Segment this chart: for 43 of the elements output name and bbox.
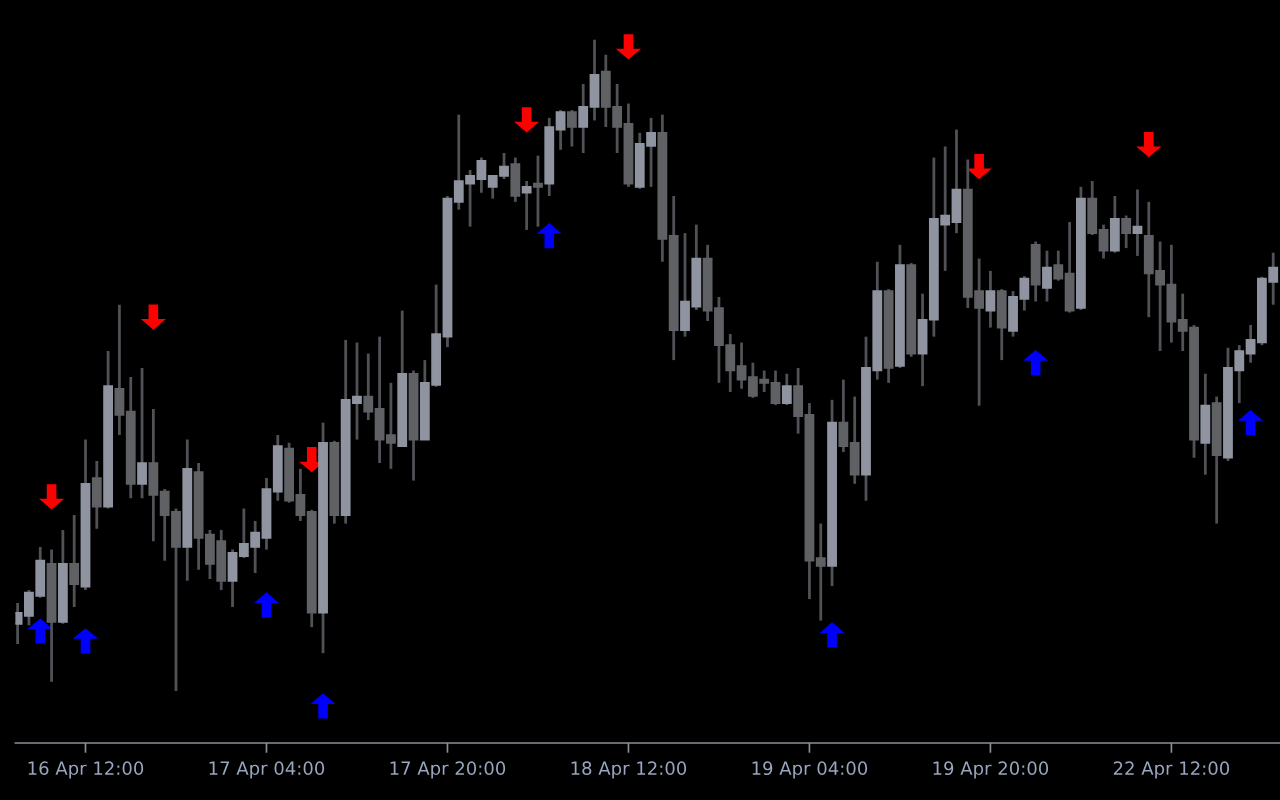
x-tick-label: 22 Apr 12:00 bbox=[1113, 761, 1230, 779]
candlestick bbox=[1121, 214, 1132, 250]
candlestick bbox=[1245, 323, 1256, 365]
candlestick bbox=[578, 82, 589, 155]
candlestick bbox=[363, 352, 374, 422]
point bbox=[819, 622, 845, 648]
candlestick bbox=[781, 372, 792, 407]
candlestick bbox=[137, 366, 147, 500]
point bbox=[1136, 131, 1162, 158]
candlestick bbox=[521, 179, 532, 232]
candlestick bbox=[1132, 188, 1143, 258]
point bbox=[27, 618, 53, 644]
point bbox=[38, 484, 65, 510]
x-tick-label: 19 Apr 20:00 bbox=[933, 761, 1049, 779]
point bbox=[253, 592, 280, 618]
x-tick-label: 17 Apr 20:00 bbox=[390, 761, 506, 779]
x-tick-label: 18 Apr 12:00 bbox=[571, 761, 687, 779]
point bbox=[966, 154, 992, 180]
x-tick-label: 16 Apr 12:00 bbox=[28, 761, 144, 779]
candlestick bbox=[1098, 223, 1109, 260]
candlestick bbox=[295, 467, 306, 523]
candlestick bbox=[533, 154, 543, 228]
candlestick bbox=[838, 378, 849, 454]
point bbox=[1237, 410, 1264, 436]
point bbox=[310, 693, 336, 719]
candlestick bbox=[69, 513, 80, 609]
point bbox=[615, 34, 642, 60]
point bbox=[536, 223, 562, 249]
candlestick bbox=[566, 108, 577, 148]
x-tick-label: 19 Apr 04:00 bbox=[752, 761, 868, 779]
candlestick bbox=[1042, 249, 1052, 303]
candlestick bbox=[555, 108, 566, 152]
candlestick bbox=[815, 522, 826, 622]
candlestick bbox=[736, 341, 747, 391]
candlestick bbox=[385, 381, 396, 471]
x-tick-label: 17 Apr 04:00 bbox=[209, 761, 325, 779]
point bbox=[72, 628, 99, 654]
point bbox=[1023, 350, 1049, 376]
candlestick bbox=[985, 269, 996, 329]
point bbox=[514, 107, 540, 133]
candlestick bbox=[1053, 249, 1064, 283]
point bbox=[140, 304, 166, 330]
candlestick bbox=[770, 369, 781, 407]
